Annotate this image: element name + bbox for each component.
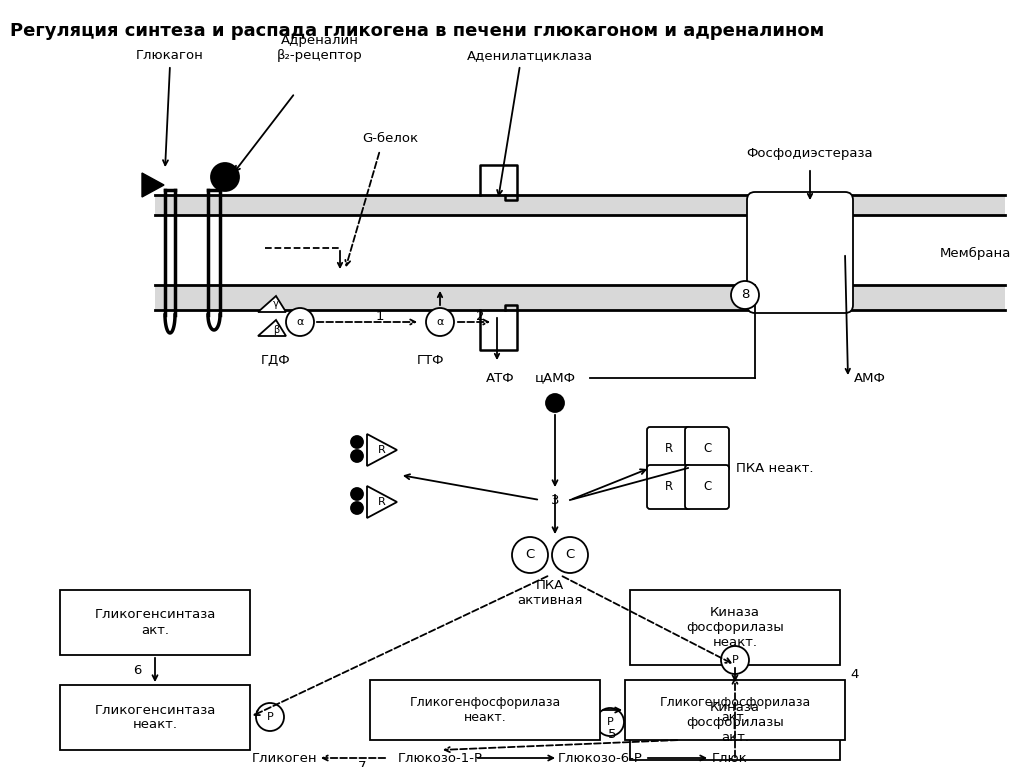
FancyBboxPatch shape [370,680,600,740]
Text: Гликогенсинтаза
акт.: Гликогенсинтаза акт. [94,608,216,637]
Text: Глюкагон: Глюкагон [136,49,204,62]
FancyBboxPatch shape [746,192,853,313]
Circle shape [426,308,454,336]
Polygon shape [367,434,397,466]
FancyBboxPatch shape [647,465,691,509]
Text: Гликогенфосфорилаза
акт.: Гликогенфосфорилаза акт. [659,696,811,724]
Text: ПКА неакт.: ПКА неакт. [736,462,813,475]
Bar [155,285,1005,310]
Text: 7: 7 [357,759,367,767]
Text: Глюкозо-1-Р: Глюкозо-1-Р [397,752,482,765]
Text: α: α [296,317,304,327]
Text: C: C [702,443,711,456]
Text: Аденилатциклаза: Аденилатциклаза [467,49,593,62]
Text: 5: 5 [608,729,616,742]
Text: Фосфодиэстераза: Фосфодиэстераза [746,146,873,160]
Circle shape [211,163,239,191]
FancyBboxPatch shape [630,590,840,665]
Text: R: R [378,497,386,507]
Circle shape [351,502,362,514]
Text: γ: γ [273,299,279,309]
Text: Гликогенфосфорилаза
неакт.: Гликогенфосфорилаза неакт. [410,696,560,724]
Text: R: R [665,443,673,456]
Text: Глюкозо-6-Р: Глюкозо-6-Р [557,752,642,765]
Polygon shape [367,486,397,518]
FancyBboxPatch shape [60,685,250,750]
Text: АМФ: АМФ [854,371,886,384]
Bar [155,195,1005,215]
Text: C: C [565,548,574,561]
FancyBboxPatch shape [60,590,250,655]
FancyBboxPatch shape [647,427,691,471]
Text: α: α [436,317,443,327]
Text: АТФ: АТФ [485,371,514,384]
Text: ПКА
активная: ПКА активная [517,579,583,607]
Circle shape [256,703,284,731]
Polygon shape [258,296,286,312]
Text: G-белок: G-белок [361,132,418,145]
Circle shape [286,308,314,336]
Circle shape [596,708,624,736]
Text: 8: 8 [740,288,750,301]
Text: ГДФ: ГДФ [261,354,291,367]
Text: 6: 6 [133,663,141,676]
Text: P: P [731,655,738,665]
Text: P: P [606,717,613,727]
FancyBboxPatch shape [685,465,729,509]
Text: C: C [702,480,711,493]
Text: Гликоген: Гликоген [252,752,317,765]
Text: R: R [378,445,386,455]
Text: ГТФ: ГТФ [416,354,443,367]
Text: R: R [665,480,673,493]
Circle shape [351,488,362,500]
Circle shape [546,394,564,412]
FancyBboxPatch shape [685,427,729,471]
Text: Мембрана: Мембрана [940,246,1012,259]
Text: Глюк: Глюк [712,752,748,765]
Circle shape [512,537,548,573]
Text: Гликогенсинтаза
неакт.: Гликогенсинтаза неакт. [94,703,216,732]
Text: Киназа
фосфорилазы
неакт.: Киназа фосфорилазы неакт. [686,606,784,649]
Polygon shape [142,173,164,197]
Text: 3: 3 [551,493,559,506]
Circle shape [351,436,362,448]
FancyBboxPatch shape [630,685,840,760]
Text: Адреналин
β₂-рецептор: Адреналин β₂-рецептор [278,34,362,62]
Text: Киназа
фосфорилазы
акт.: Киназа фосфорилазы акт. [686,701,784,744]
Polygon shape [258,320,286,336]
Text: C: C [525,548,535,561]
Circle shape [552,537,588,573]
Text: P: P [266,712,273,722]
Circle shape [351,450,362,462]
Text: 2: 2 [476,310,484,322]
Text: 4: 4 [851,669,859,682]
Circle shape [731,281,759,309]
Text: цАМФ: цАМФ [535,371,575,384]
Text: β: β [272,325,280,335]
Text: 1: 1 [376,310,384,322]
Circle shape [721,646,749,674]
FancyBboxPatch shape [625,680,845,740]
Text: Регуляция синтеза и распада гликогена в печени глюкагоном и адреналином: Регуляция синтеза и распада гликогена в … [10,22,824,40]
